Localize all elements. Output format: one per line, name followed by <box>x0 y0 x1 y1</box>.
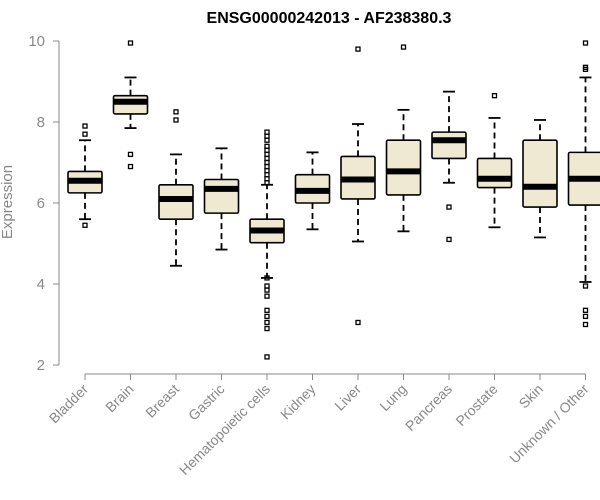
y-axis-label: Expression <box>0 165 16 239</box>
chart-title: ENSG00000242013 - AF238380.3 <box>207 10 452 27</box>
outlier-point <box>264 180 270 186</box>
x-tick-label: Bladder <box>46 381 92 427</box>
box-gastric <box>203 147 240 251</box>
iqr-box <box>431 131 467 160</box>
outlier-point <box>127 40 134 46</box>
outlier-point <box>582 283 589 289</box>
outlier-point <box>582 313 589 320</box>
y-tick-label: 6 <box>37 195 45 212</box>
outlier-point <box>264 155 270 162</box>
iqr-box <box>385 139 422 196</box>
outlier-point <box>264 354 270 360</box>
box-pancreas <box>431 90 467 243</box>
outlier-point <box>264 275 270 281</box>
outlier-point <box>264 287 270 293</box>
y-tick-label: 2 <box>37 357 45 374</box>
x-tick-label: Brain <box>102 381 136 415</box>
x-tick-label: Lung <box>376 381 409 414</box>
iqr-box <box>522 139 558 208</box>
outlier-point <box>264 163 270 170</box>
box-skin <box>522 119 558 239</box>
iqr-box <box>203 178 240 214</box>
y-tick-label: 10 <box>28 33 45 50</box>
outlier-point <box>264 283 270 289</box>
y-tick-label: 8 <box>37 114 45 131</box>
x-tick-label: Kidney <box>277 381 319 423</box>
box-prostate <box>476 93 513 229</box>
box-kidney <box>294 151 331 231</box>
outlier-point <box>582 321 589 328</box>
outlier-point <box>82 123 88 129</box>
outlier-point <box>355 319 361 326</box>
boxes-group <box>67 40 600 360</box>
outlier-point <box>582 64 589 70</box>
outlier-point <box>264 319 270 326</box>
box-unknown-other <box>567 40 600 328</box>
outlier-point <box>264 137 270 143</box>
iqr-box <box>476 157 513 189</box>
box-hematopoietic-cells <box>249 129 285 360</box>
box-liver <box>340 46 376 326</box>
box-brain <box>112 40 149 170</box>
y-axis: 2 4 6 8 10 <box>28 33 60 374</box>
outlier-point <box>264 307 270 313</box>
outlier-point <box>264 293 270 299</box>
outlier-point <box>582 307 589 313</box>
outlier-point <box>82 222 88 228</box>
outlier-point <box>264 147 270 154</box>
outlier-point <box>264 313 270 320</box>
outlier-point <box>127 151 134 158</box>
outlier-point <box>446 204 452 210</box>
box-lung <box>385 44 422 233</box>
x-tick-label: Prostate <box>452 381 500 429</box>
outlier-point <box>264 129 270 135</box>
x-tick-label: Breast <box>142 381 182 421</box>
outlier-point <box>446 236 452 243</box>
outlier-point <box>173 109 179 115</box>
box-breast <box>158 109 194 267</box>
outlier-point <box>127 163 134 170</box>
outlier-point <box>173 117 179 123</box>
outlier-point <box>491 93 498 99</box>
outlier-point <box>264 133 270 139</box>
outlier-point <box>264 167 270 174</box>
x-tick-label: Liver <box>331 381 364 414</box>
x-tick-label: Skin <box>516 381 547 412</box>
x-tick-label: Gastric <box>185 381 228 424</box>
x-tick-label: Hematopoietic cells <box>176 381 273 478</box>
box-bladder <box>67 123 103 228</box>
outlier-point <box>82 131 88 137</box>
outlier-point <box>582 40 589 46</box>
iqr-box <box>158 183 194 220</box>
outlier-point <box>264 176 270 182</box>
y-tick-label: 4 <box>37 276 45 293</box>
outlier-point <box>264 143 270 149</box>
x-tick-label: Pancreas <box>402 381 455 434</box>
outlier-point <box>400 44 407 50</box>
iqr-box <box>112 94 149 115</box>
outlier-point <box>264 159 270 166</box>
outlier-point <box>264 325 270 332</box>
outlier-point <box>355 46 361 52</box>
x-tick-label: Unknown / Other <box>506 381 592 467</box>
